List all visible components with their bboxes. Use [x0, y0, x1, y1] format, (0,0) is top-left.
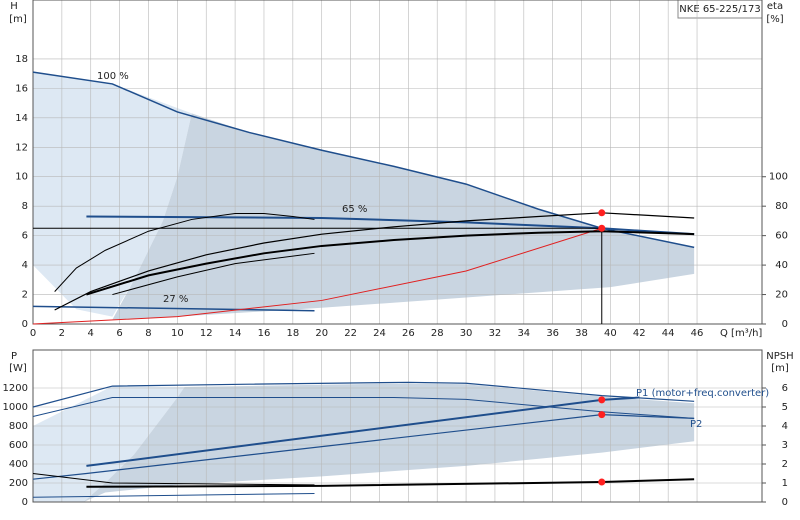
curve: [32, 473, 315, 486]
x-tick-label: 2: [59, 328, 65, 339]
y2-tick-label: 6: [782, 383, 788, 394]
x-tick-label: 40: [604, 328, 617, 339]
annotation: 65 %: [342, 204, 367, 215]
curve: [54, 213, 315, 292]
x-label: Q [m³/h]: [720, 328, 762, 339]
x-tick-label: 16: [258, 328, 271, 339]
curve: [32, 305, 315, 312]
y-tick-label: 8: [22, 201, 28, 212]
curve: [86, 478, 695, 488]
x-tick-label: 8: [145, 328, 151, 339]
x-tick-label: 12: [200, 328, 213, 339]
chart-title: NKE 65-225/173: [679, 4, 760, 15]
y-tick-label: 1000: [3, 402, 28, 413]
x-tick-label: 30: [460, 328, 473, 339]
y2-tick-label: 0: [782, 497, 788, 508]
y-label: H: [10, 1, 18, 12]
y-unit: [W]: [9, 363, 27, 374]
curve: [112, 252, 315, 296]
x-tick-label: 34: [517, 328, 530, 339]
curve: [32, 492, 315, 498]
plot-frame: [32, 0, 763, 325]
curve: [86, 215, 695, 236]
y-tick-label: 0: [22, 497, 28, 508]
x-tick-label: 0: [30, 328, 36, 339]
x-tick-label: 44: [662, 328, 675, 339]
y2-tick-label: 4: [782, 421, 788, 432]
x-tick-label: 10: [171, 328, 184, 339]
series-label: P1 (motor+freq.converter): [636, 388, 769, 399]
y2-label: eta: [767, 1, 783, 12]
curve: [32, 71, 695, 249]
y2-tick-label: 100: [769, 172, 788, 183]
range-area: [112, 113, 695, 320]
x-tick-label: 4: [88, 328, 94, 339]
x-tick-label: 36: [546, 328, 559, 339]
x-tick-label: 22: [344, 328, 357, 339]
x-tick-label: 6: [116, 328, 122, 339]
x-tick-label: 20: [315, 328, 328, 339]
range-area: [83, 383, 695, 502]
y2-unit: [m]: [771, 363, 789, 374]
y-tick-label: 4: [22, 260, 28, 271]
y-tick-label: 18: [15, 54, 28, 65]
x-tick-label: 14: [229, 328, 242, 339]
curve: [86, 230, 695, 296]
operating-point: [598, 209, 606, 217]
operating-point: [598, 396, 606, 404]
y-tick-label: 1200: [3, 383, 28, 394]
y2-tick-label: 0: [782, 319, 788, 330]
x-tick-label: 26: [402, 328, 415, 339]
operating-point: [598, 411, 606, 419]
x-tick-label: 42: [633, 328, 646, 339]
y-tick-label: 800: [9, 421, 28, 432]
y2-tick-label: 40: [775, 260, 788, 271]
y-tick-label: 16: [15, 83, 28, 94]
curve: [32, 227, 602, 325]
annotation: 100 %: [97, 71, 129, 82]
annotation: 27 %: [163, 294, 188, 305]
y2-tick-label: 5: [782, 402, 788, 413]
y-tick-label: 2: [22, 290, 28, 301]
y2-tick-label: 2: [782, 459, 788, 470]
y2-tick-label: 3: [782, 440, 788, 451]
y2-tick-label: 20: [775, 290, 788, 301]
x-tick-label: 46: [691, 328, 704, 339]
x-tick-label: 32: [489, 328, 502, 339]
x-tick-label: 24: [373, 328, 386, 339]
y-tick-label: 14: [15, 113, 28, 124]
y2-unit: [%]: [766, 14, 783, 25]
y2-tick-label: 80: [775, 201, 788, 212]
y-tick-label: 600: [9, 440, 28, 451]
curve: [54, 212, 695, 311]
y-tick-label: 10: [15, 172, 28, 183]
y2-tick-label: 1: [782, 478, 788, 489]
operating-point: [598, 224, 606, 232]
x-tick-label: 18: [286, 328, 299, 339]
y2-tick-label: 60: [775, 231, 788, 242]
range-area: [33, 72, 192, 317]
y-tick-label: 0: [22, 319, 28, 330]
curve: [32, 397, 695, 419]
y-tick-label: 6: [22, 231, 28, 242]
curve: [32, 381, 695, 408]
operating-point: [598, 478, 606, 486]
range-area: [33, 386, 185, 502]
y-tick-label: 200: [9, 478, 28, 489]
y-unit: [m]: [9, 14, 27, 25]
y2-label: NPSH: [766, 351, 793, 362]
y-tick-label: 400: [9, 459, 28, 470]
x-tick-label: 28: [431, 328, 444, 339]
series-label: P2: [690, 419, 702, 430]
y-tick-label: 12: [15, 142, 28, 153]
y-label: P: [11, 351, 17, 362]
x-tick-label: 38: [575, 328, 588, 339]
